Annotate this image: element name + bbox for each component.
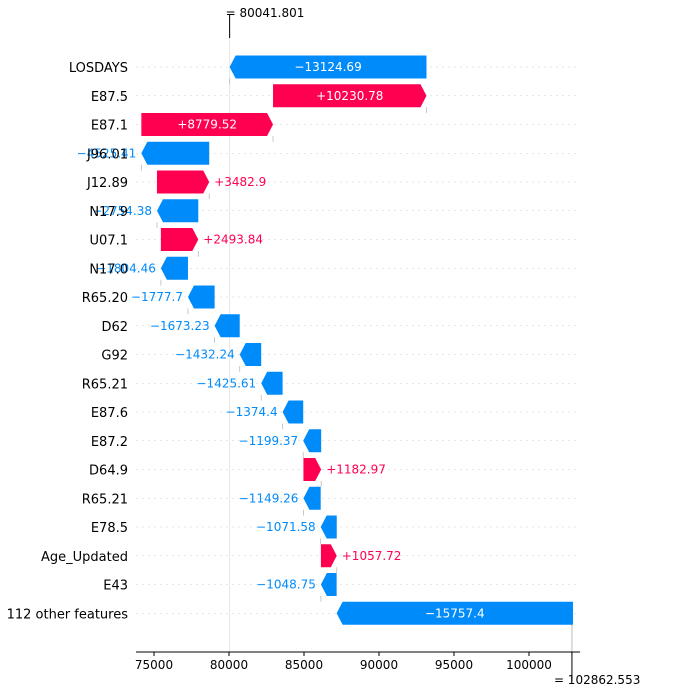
bar-value-label: +10230.78 (316, 89, 383, 103)
negative-bar (261, 371, 283, 395)
negative-bar (214, 314, 240, 338)
feature-label: J96.01 (86, 147, 128, 162)
feature-label: E87.1 (91, 119, 128, 134)
positive-bar (273, 84, 427, 108)
feature-label: E43 (103, 579, 128, 594)
negative-bar (282, 400, 304, 424)
feature-label: E87.5 (91, 90, 128, 105)
bar-value-label: −1432.24 (175, 348, 235, 362)
positive-bar (141, 113, 274, 136)
negative-bar (239, 343, 262, 366)
base-value-label: = 80041.801 (226, 6, 305, 20)
feature-label: R65.21 (82, 377, 128, 392)
bar-value-label: +1182.97 (326, 463, 386, 477)
bar-value-label: +2493.84 (203, 233, 263, 247)
x-tick-label: 100000 (506, 658, 552, 672)
bar-value-label: −1804.46 (96, 261, 156, 275)
feature-labels: LOSDAYS E87.5 E87.1 J96.01 J12.89 N17.9 U07.1 N… (7, 61, 129, 622)
bar-value-label: −1777.7 (131, 290, 183, 304)
negative-bar (320, 573, 337, 596)
feature-label: E87.6 (91, 406, 128, 421)
feature-label: E87.2 (91, 435, 128, 450)
bar-value-label: −1048.75 (256, 578, 316, 592)
negative-bar (156, 199, 199, 223)
feature-label: 112 other features (7, 607, 129, 622)
feature-label: Age_Updated (41, 550, 128, 565)
bar-value-label: −4525.41 (77, 146, 137, 160)
feature-label: R65.20 (82, 291, 128, 306)
bar-value-label: −15757.4 (425, 606, 485, 620)
bar-value-label: +1057.72 (342, 549, 402, 563)
positive-bar (156, 170, 210, 194)
bar-value-label: −1374.4 (226, 405, 278, 419)
bar-value-label: −1425.61 (197, 376, 257, 390)
bar-value-label: −1071.58 (256, 520, 316, 534)
negative-bar (160, 256, 188, 280)
negative-bar (187, 285, 215, 309)
x-tick-label: 75000 (135, 658, 173, 672)
feature-label: G92 (101, 349, 128, 364)
negative-bar (303, 429, 322, 453)
feature-label: N17.0 (89, 262, 128, 277)
feature-label: N17.9 (89, 205, 128, 220)
bars (141, 55, 573, 625)
negative-bar (303, 486, 321, 510)
bar-value-labels: −13124.69 +10230.78 +8779.52 −4525.41 +3482.… (77, 60, 485, 620)
bar-value-label: −13124.69 (294, 60, 361, 74)
x-axis: 75000 80000 85000 90000 95000 100000 (135, 651, 580, 672)
feature-label: E78.5 (91, 521, 128, 536)
positive-bar (160, 228, 199, 251)
feature-label: LOSDAYS (69, 61, 128, 76)
feature-label: D62 (101, 320, 128, 335)
x-tick-label: 80000 (210, 658, 248, 672)
positive-bar (320, 544, 337, 568)
positive-bar (303, 458, 322, 481)
bar-value-label: −2754.38 (92, 204, 152, 218)
negative-bar (229, 55, 427, 79)
negative-bar (320, 515, 337, 539)
bar-value-label: −1149.26 (239, 491, 299, 505)
negative-bar (336, 601, 573, 625)
bar-value-label: −1199.37 (239, 434, 299, 448)
feature-label: U07.1 (90, 234, 128, 249)
bar-connectors (140, 78, 427, 602)
final-value-label: = 102862.553 (554, 673, 640, 687)
bar-value-label: +3482.9 (214, 175, 266, 189)
feature-label: D64.9 (89, 464, 128, 479)
x-tick-label: 95000 (435, 658, 473, 672)
feature-label: R65.21 (82, 492, 128, 507)
bar-value-label: −1673.23 (150, 319, 210, 333)
feature-label: J12.89 (86, 176, 128, 191)
negative-bar (141, 141, 210, 165)
bar-value-label: +8779.52 (177, 118, 237, 132)
x-tick-label: 90000 (360, 658, 398, 672)
x-tick-label: 85000 (285, 658, 323, 672)
